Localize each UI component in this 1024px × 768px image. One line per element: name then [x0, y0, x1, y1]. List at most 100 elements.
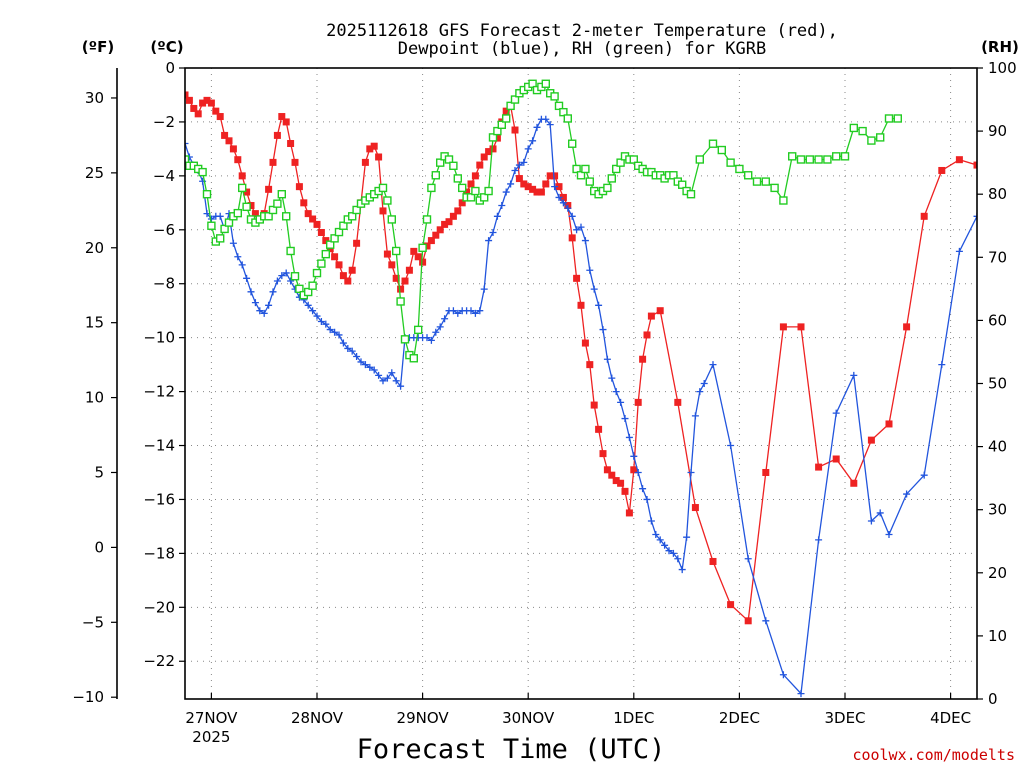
dewpoint-point — [700, 380, 708, 387]
temperature-point — [361, 158, 369, 166]
dewpoint-point — [282, 269, 290, 277]
temperature-point — [674, 398, 682, 406]
rh-point — [409, 354, 418, 363]
temperature-point — [815, 463, 823, 471]
temperature-point — [727, 601, 735, 609]
x-tick-label: 1DEC — [613, 709, 654, 727]
rh-point — [431, 171, 440, 180]
dewpoint-point — [885, 531, 893, 539]
rh-point — [814, 155, 823, 164]
temperature-point — [375, 153, 383, 161]
rh-point — [541, 79, 550, 88]
dewpoint-point — [590, 285, 598, 293]
temperature-point — [405, 266, 413, 274]
dewpoint-point — [454, 309, 462, 317]
rh-point — [572, 164, 581, 174]
rh-point — [603, 183, 612, 193]
dewpoint-point — [498, 202, 506, 210]
rh-point — [849, 123, 858, 133]
rh-tick-label: 60 — [988, 311, 1007, 329]
fahrenheit-unit-label: (ºF) — [82, 38, 114, 56]
temperature-point — [185, 96, 193, 104]
dewpoint-point — [876, 509, 884, 517]
temperature-series — [185, 91, 977, 625]
rh-point — [418, 243, 427, 253]
credit-text: coolwx.com/modelts — [852, 746, 1015, 764]
temperature-point — [709, 557, 717, 565]
dewpoint-point — [489, 228, 497, 236]
temperature-point — [542, 180, 550, 188]
dewpoint-point — [375, 371, 383, 379]
x-tick-label: 2DEC — [719, 709, 760, 727]
rh-point — [330, 234, 339, 243]
temperature-point — [300, 199, 308, 207]
celsius-unit-label: (ºC) — [150, 38, 183, 56]
temperature-point — [419, 258, 427, 266]
dewpoint-point — [234, 253, 242, 261]
dewpoint-point — [436, 323, 444, 331]
rh-point — [876, 133, 885, 142]
dewpoint-point — [278, 272, 286, 280]
x-tick-label: 30NOV — [502, 709, 555, 727]
temperature-point — [502, 107, 510, 115]
rh-point — [233, 208, 243, 218]
rh-point — [576, 171, 586, 180]
rh-point — [282, 212, 291, 221]
fahrenheit-tick-label: 25 — [85, 164, 104, 182]
dewpoint-point — [573, 226, 581, 234]
rh-point — [788, 152, 797, 161]
temperature-point — [955, 156, 963, 164]
rh-point — [493, 126, 502, 136]
dewpoint-point — [304, 301, 312, 309]
temperature-point — [463, 188, 471, 196]
rh-point — [858, 126, 867, 136]
temperature-point — [485, 148, 493, 156]
dewpoint-series — [185, 115, 977, 698]
rh-point — [378, 183, 388, 193]
temperature-point — [410, 247, 418, 255]
temperature-point — [190, 104, 198, 112]
temperature-point — [691, 504, 699, 512]
dewpoint-point — [643, 495, 651, 503]
dewpoint-point — [608, 374, 616, 382]
dewpoint-point — [339, 339, 347, 347]
temperature-point — [511, 126, 519, 134]
dewpoint-point — [467, 307, 475, 315]
dewpoint-point — [709, 361, 717, 369]
rh-point — [185, 155, 190, 164]
dewpoint-point — [251, 299, 259, 307]
temperature-point — [212, 107, 220, 115]
rh-tick-label: 30 — [988, 501, 1007, 519]
temperature-point — [577, 301, 585, 309]
celsius-tick-label: −8 — [153, 275, 175, 293]
temperature-point — [546, 172, 554, 180]
temperature-point — [581, 339, 589, 347]
temperature-point — [436, 226, 444, 234]
dewpoint-point — [520, 158, 528, 166]
celsius-tick-label: −20 — [143, 598, 175, 616]
dewpoint-point — [665, 547, 673, 555]
rh-point — [563, 114, 572, 123]
rh-tick-label: 20 — [988, 564, 1007, 582]
dewpoint-point — [432, 328, 440, 336]
temperature-point — [903, 323, 911, 331]
dewpoint-point — [313, 312, 321, 320]
rh-point — [581, 164, 590, 174]
dewpoint-point — [353, 353, 361, 361]
rh-point — [695, 155, 704, 164]
temperature-point — [744, 617, 752, 625]
rh-point — [290, 272, 300, 281]
rh-unit-label: (RH) — [981, 38, 1019, 56]
rh-point — [396, 297, 405, 306]
temperature-point — [559, 193, 567, 201]
rh-point — [708, 139, 718, 148]
rh-point — [392, 246, 401, 256]
temperature-point — [603, 466, 611, 474]
rh-point — [237, 183, 247, 193]
dewpoint-point — [656, 536, 664, 544]
rh-point — [264, 212, 273, 221]
dewpoint-point — [973, 212, 977, 220]
temperature-point — [251, 210, 259, 218]
dewpoint-point — [603, 355, 611, 363]
rh-point — [480, 193, 489, 202]
